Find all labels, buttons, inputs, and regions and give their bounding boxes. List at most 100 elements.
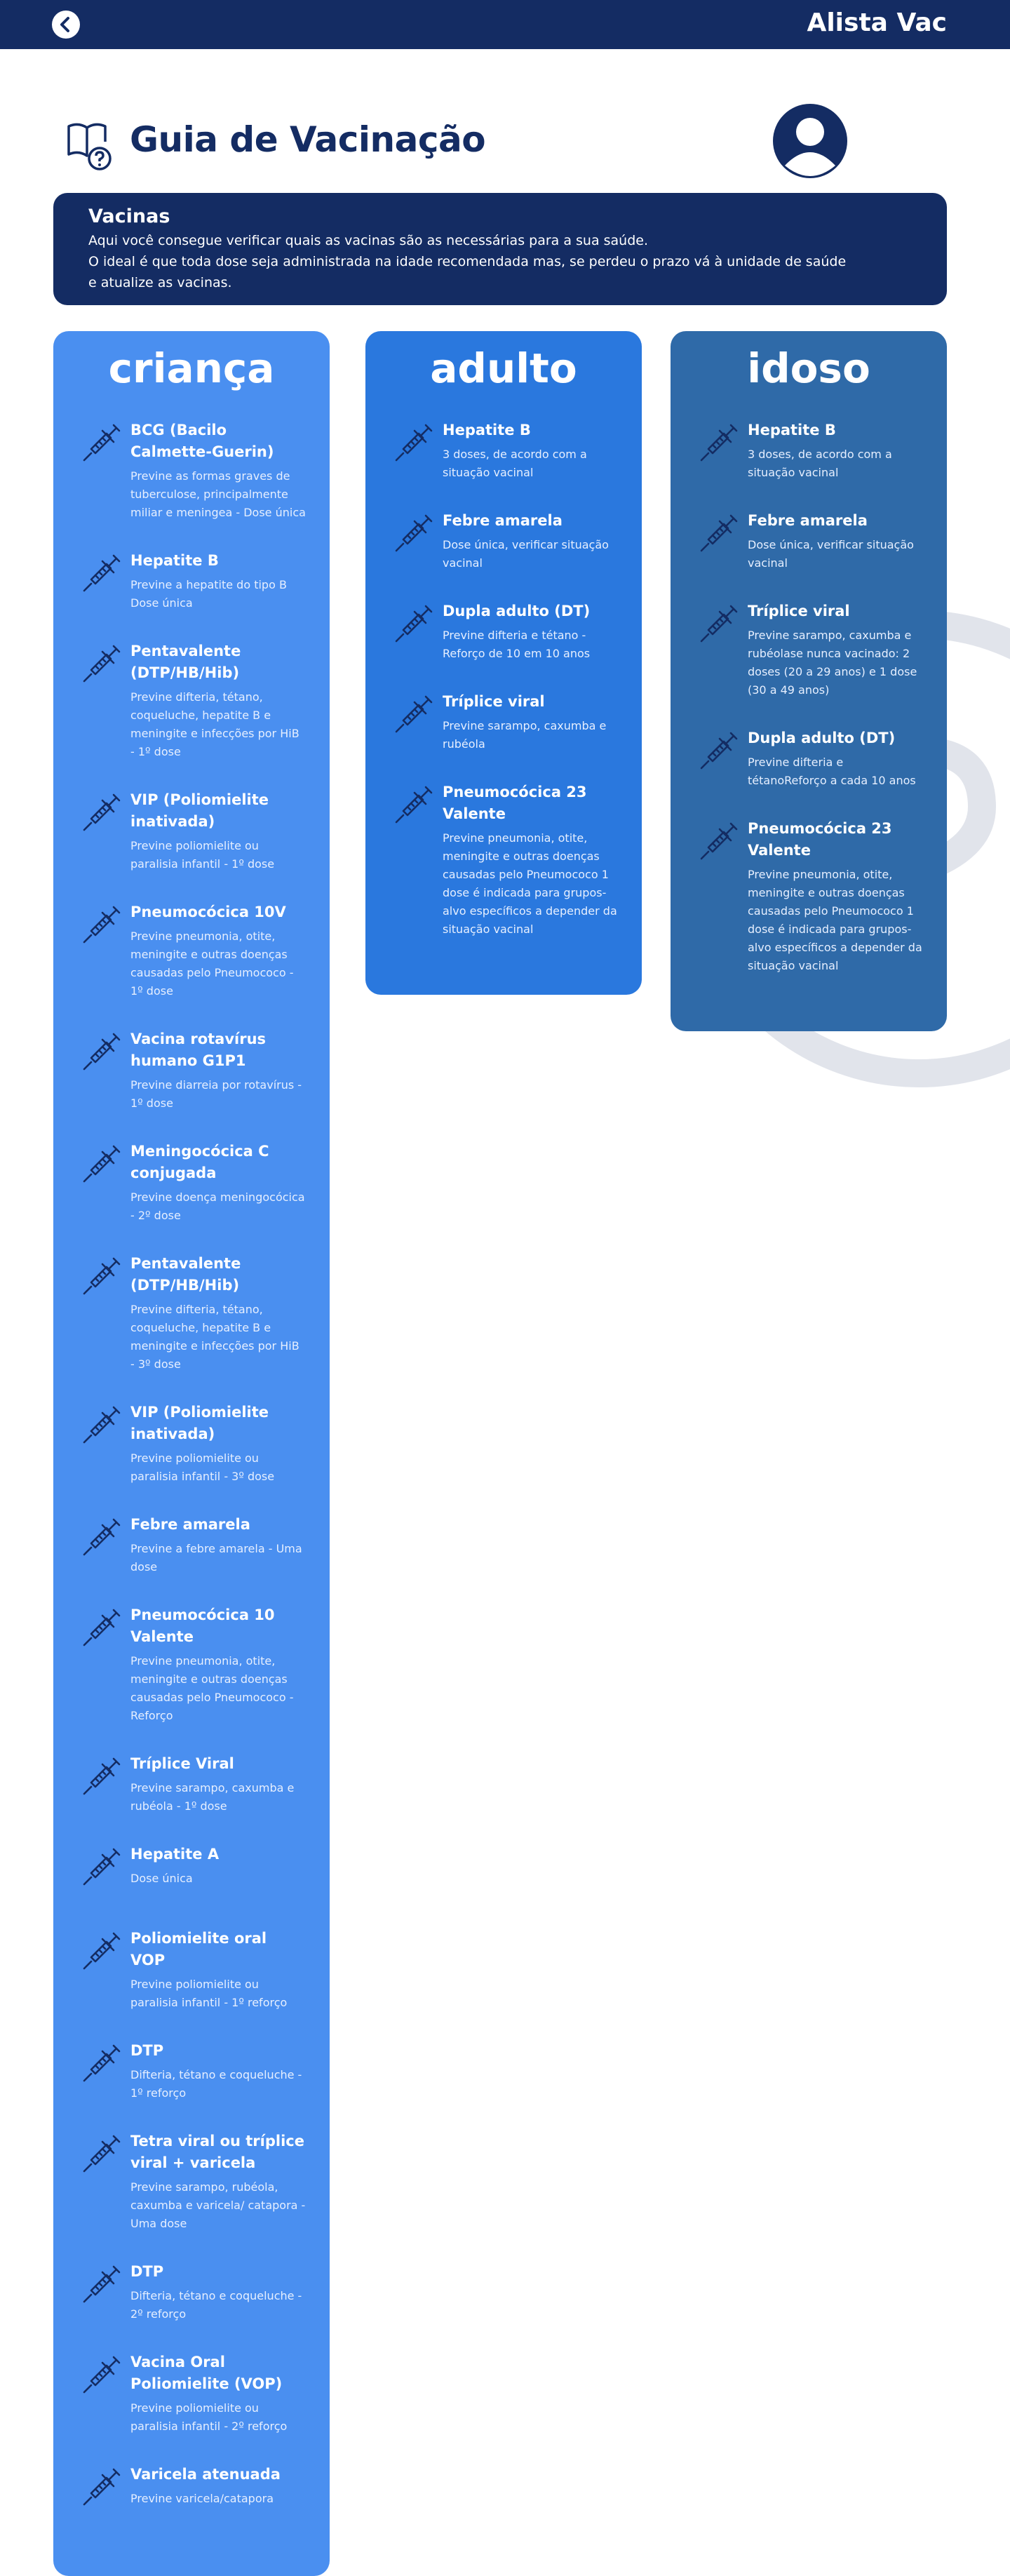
avatar[interactable] (773, 104, 847, 178)
syringe-icon (81, 1755, 123, 1797)
vaccine-description: Previne pneumonia, otite, meningite e ou… (130, 930, 294, 998)
syringe-icon (81, 2262, 123, 2305)
syringe-icon (81, 2353, 123, 2395)
syringe-icon (81, 2132, 123, 2174)
column-title: idoso (747, 344, 870, 392)
vaccine-item: Hepatite A Dose única (81, 1844, 316, 1900)
vaccine-name: VIP (Poliomielite inativada) (130, 791, 269, 830)
vaccine-text: Varicela atenuada Previne varicela/catapo… (130, 2464, 306, 2508)
vaccine-text: Pneumocócica 10V Previne pneumonia, otite… (130, 901, 306, 1000)
page-title: Guia de Vacinação (130, 119, 486, 160)
guide-icon (67, 123, 112, 170)
vaccine-text: Pneumocócica 23 Valente Previne pneumonia… (748, 818, 923, 975)
syringe-icon (81, 791, 123, 833)
vaccine-item: Hepatite B 3 doses, de acordo com a situa… (393, 420, 628, 482)
vaccine-item: Tríplice viral Previne sarampo, caxumba e… (393, 691, 628, 753)
vaccine-item: Pneumocócica 23 Valente Previne pneumonia… (393, 781, 628, 939)
vaccine-text: Febre amarela Previne a febre amarela - U… (130, 1514, 306, 1576)
vaccine-description: Previne poliomielite ou paralisia infant… (130, 2401, 288, 2433)
vaccine-description: Previne pneumonia, otite, meningite e ou… (130, 1654, 294, 1722)
vaccine-text: Tríplice Viral Previne sarampo, caxumba e… (130, 1753, 306, 1816)
vaccine-description: 3 doses, de acordo com a situação vacina… (443, 448, 587, 479)
syringe-icon (699, 602, 741, 644)
vaccine-item: Dupla adulto (DT) Previne difteria e téta… (699, 727, 933, 790)
vaccine-description: Difteria, tétano e coqueluche - 1º refor… (130, 2068, 302, 2100)
vaccine-description: Previne difteria, tétano, coqueluche, he… (130, 1303, 299, 1371)
vaccine-item: BCG (Bacilo Calmette-Guerin) Previne as f… (81, 420, 316, 522)
vaccine-name: Hepatite B (443, 422, 531, 438)
syringe-icon (699, 819, 741, 861)
vaccine-description: Previne as formas graves de tuberculose,… (130, 469, 306, 519)
syringe-icon (699, 421, 741, 463)
vaccine-name: Tetra viral ou tríplice viral + varicela (130, 2133, 304, 2171)
syringe-icon (81, 2465, 123, 2507)
vaccine-text: Tetra viral ou tríplice viral + varicela… (130, 2131, 306, 2233)
syringe-icon (81, 421, 123, 463)
vaccine-text: Dupla adulto (DT) Previne difteria e téta… (443, 601, 618, 663)
vaccine-text: BCG (Bacilo Calmette-Guerin) Previne as f… (130, 420, 306, 522)
vaccine-item: VIP (Poliomielite inativada) Previne poli… (81, 789, 316, 873)
vaccine-item: Vacina Oral Poliomielite (VOP) Previne po… (81, 2352, 316, 2436)
vaccine-item: Febre amarela Dose única, verificar situa… (699, 510, 933, 572)
syringe-icon (81, 1845, 123, 1887)
vaccine-description: Dose única (130, 1872, 193, 1885)
vaccine-description: Previne doença meningocócica - 2º dose (130, 1190, 305, 1222)
info-box: Vacinas Aqui você consegue verificar qua… (53, 193, 947, 305)
vaccine-description: Previne a hepatite do tipo B Dose única (130, 578, 287, 610)
vaccine-name: Meningocócica C conjugada (130, 1143, 269, 1181)
vaccine-text: Poliomielite oral VOP Previne poliomielit… (130, 1928, 306, 2012)
vaccine-item: Pentavalente (DTP/HB/Hib) Previne difteri… (81, 640, 316, 761)
vaccine-text: VIP (Poliomielite inativada) Previne poli… (130, 789, 306, 873)
vaccine-name: Tríplice Viral (130, 1755, 234, 1772)
vaccine-name: BCG (Bacilo Calmette-Guerin) (130, 422, 274, 460)
vaccine-description: Previne diarreia por rotavírus - 1º dose (130, 1078, 302, 1110)
vaccine-text: Pneumocócica 23 Valente Previne pneumonia… (443, 781, 618, 939)
syringe-icon (81, 1030, 123, 1072)
vaccine-text: Vacina rotavírus humano G1P1 Previne diar… (130, 1028, 306, 1113)
top-bar: Alista Vac (0, 0, 1010, 49)
vaccine-name: Pentavalente (DTP/HB/Hib) (130, 643, 241, 681)
info-line: Aqui você consegue verificar quais as va… (88, 233, 649, 248)
vaccine-name: Tríplice viral (443, 693, 545, 710)
syringe-icon (393, 421, 436, 463)
vaccine-name: Hepatite B (748, 422, 836, 438)
vaccine-text: Vacina Oral Poliomielite (VOP) Previne po… (130, 2352, 306, 2436)
syringe-icon (393, 692, 436, 734)
vaccine-description: 3 doses, de acordo com a situação vacina… (748, 448, 892, 479)
vaccine-name: Pentavalente (DTP/HB/Hib) (130, 1255, 241, 1294)
vaccine-name: Varicela atenuada (130, 2466, 281, 2483)
vaccine-description: Dose única, verificar situação vacinal (443, 538, 609, 570)
syringe-icon (81, 1515, 123, 1557)
syringe-icon (81, 642, 123, 684)
vaccine-description: Previne pneumonia, otite, meningite e ou… (443, 831, 617, 936)
syringe-icon (81, 1606, 123, 1648)
vaccine-item: VIP (Poliomielite inativada) Previne poli… (81, 1402, 316, 1486)
vaccine-item: Tríplice viral Previne sarampo, caxumba e… (699, 601, 933, 699)
vaccine-description: Previne poliomielite ou paralisia infant… (130, 1451, 275, 1483)
vaccine-name: Poliomielite oral VOP (130, 1930, 267, 1968)
syringe-icon (81, 1254, 123, 1296)
vaccine-name: Vacina Oral Poliomielite (VOP) (130, 2354, 283, 2392)
back-button[interactable] (52, 11, 80, 39)
vaccine-description: Previne poliomielite ou paralisia infant… (130, 839, 275, 871)
vaccine-text: DTP Difteria, tétano e coqueluche - 1º re… (130, 2040, 306, 2102)
vaccine-name: Pneumocócica 23 Valente (748, 820, 892, 859)
vaccine-item: Hepatite B 3 doses, de acordo com a situa… (699, 420, 933, 482)
info-line: O ideal é que toda dose seja administrad… (88, 254, 847, 269)
vaccine-name: Hepatite A (130, 1846, 220, 1863)
vaccine-column: criança BCG (Bacilo Calmette-Guerin) Previ… (53, 331, 330, 2576)
vaccine-description: Previne sarampo, rubéola, caxumba e vari… (130, 2180, 306, 2230)
vaccine-text: Tríplice viral Previne sarampo, caxumba e… (748, 601, 923, 699)
vaccine-description: Difteria, tétano e coqueluche - 2º refor… (130, 2289, 302, 2321)
vaccine-description: Previne difteria e tétanoReforço a cada … (748, 756, 916, 787)
vaccine-text: Meningocócica C conjugada Previne doença … (130, 1141, 306, 1225)
vaccine-column: adulto Hepatite B 3 doses, de acordo com a… (365, 331, 642, 995)
vaccine-text: Dupla adulto (DT) Previne difteria e téta… (748, 727, 923, 790)
vaccine-item: Pneumocócica 23 Valente Previne pneumonia… (699, 818, 933, 975)
vaccine-item: Varicela atenuada Previne varicela/catapo… (81, 2464, 316, 2520)
vaccine-name: Hepatite B (130, 552, 219, 569)
vaccine-name: Pneumocócica 23 Valente (443, 784, 587, 822)
vaccine-name: Febre amarela (130, 1516, 250, 1533)
info-line: e atualize as vacinas. (88, 275, 232, 290)
